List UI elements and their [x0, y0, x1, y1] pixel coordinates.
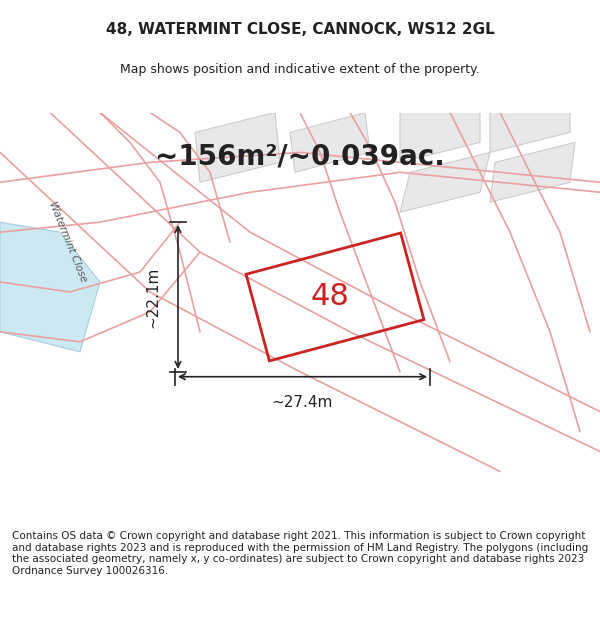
- Polygon shape: [490, 112, 570, 152]
- Text: ~22.1m: ~22.1m: [145, 266, 160, 328]
- Polygon shape: [0, 222, 100, 352]
- Polygon shape: [400, 152, 490, 213]
- Polygon shape: [290, 112, 370, 173]
- Polygon shape: [490, 142, 575, 202]
- Text: 48, WATERMINT CLOSE, CANNOCK, WS12 2GL: 48, WATERMINT CLOSE, CANNOCK, WS12 2GL: [106, 22, 494, 38]
- Polygon shape: [400, 112, 480, 162]
- Text: Contains OS data © Crown copyright and database right 2021. This information is : Contains OS data © Crown copyright and d…: [12, 531, 588, 576]
- Text: 48: 48: [311, 282, 349, 311]
- Text: Watermint Close: Watermint Close: [47, 201, 89, 284]
- Polygon shape: [195, 112, 280, 182]
- Text: ~156m²/~0.039ac.: ~156m²/~0.039ac.: [155, 142, 445, 171]
- Text: Map shows position and indicative extent of the property.: Map shows position and indicative extent…: [120, 62, 480, 76]
- Text: ~27.4m: ~27.4m: [272, 394, 333, 409]
